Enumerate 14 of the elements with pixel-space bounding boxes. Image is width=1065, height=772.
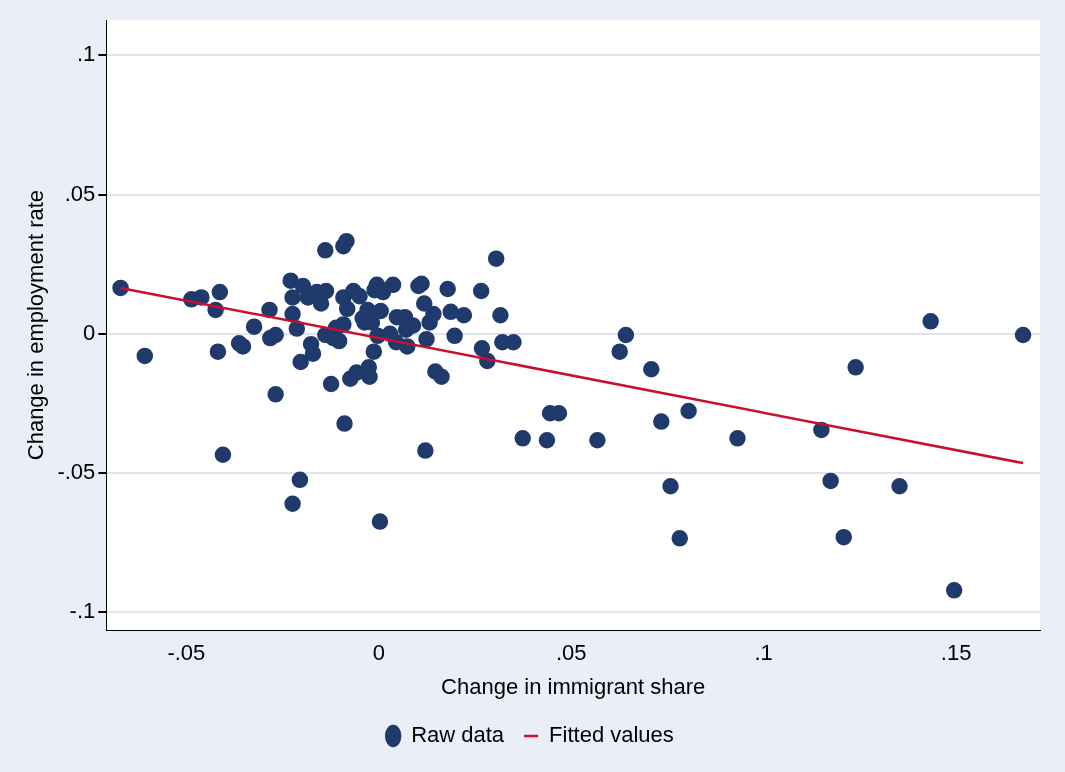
x-tick-label: .15	[940, 640, 972, 666]
legend-label: Fitted values	[549, 722, 674, 748]
x-axis-title: Change in immigrant share	[441, 673, 706, 699]
y-tick-label: 0	[83, 319, 96, 345]
y-tick-label: -.05	[57, 459, 96, 485]
y-tick-label: -.1	[69, 598, 96, 624]
legend-label: Raw data	[411, 722, 505, 748]
x-tick-label: .05	[555, 640, 587, 666]
y-tick-label: .1	[76, 41, 96, 67]
x-tick-label: -.05	[167, 640, 206, 666]
y-tick-label: .05	[64, 180, 96, 206]
x-tick-label: .1	[754, 640, 773, 666]
x-tick-label: 0	[372, 640, 385, 666]
y-axis-title: Change in employment rate	[23, 189, 49, 461]
